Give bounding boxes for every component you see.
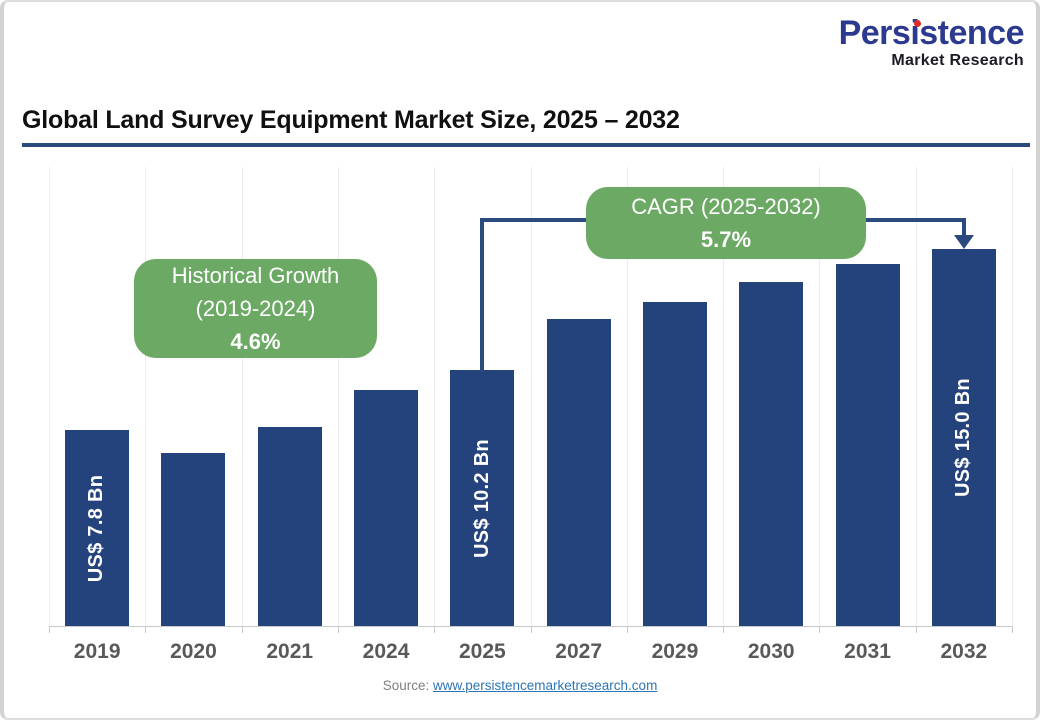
bar-2029 (642, 302, 707, 626)
axis-tick (819, 626, 821, 633)
x-axis-label-2029: 2029 (651, 640, 699, 663)
axis-tick (337, 626, 339, 633)
cagr-connector-vertical-2025 (480, 218, 484, 372)
bar-value-label-2032: US$ 15.0 Bn (932, 249, 996, 626)
source-line: Source: www.persistencemarketresearch.co… (4, 678, 1036, 693)
bar-chart: US$ 7.8 Bn 2019 2020 2021 2024 US$ 10.2 Bn 202… (4, 2, 1036, 718)
x-axis-label-2019: 2019 (73, 640, 121, 663)
gridline (626, 167, 628, 626)
historical-growth-value: 4.6% (230, 329, 281, 354)
title-underline (22, 143, 1030, 147)
bar-2024 (354, 390, 419, 626)
cagr-callout: CAGR (2025-2032) 5.7% (586, 187, 866, 259)
gridline (434, 167, 436, 626)
bar-2032: US$ 15.0 Bn (931, 249, 996, 626)
bar-2019: US$ 7.8 Bn (65, 430, 130, 626)
gridline (145, 167, 147, 626)
bar-2031 (835, 264, 900, 626)
bar-value-label-2019: US$ 7.8 Bn (65, 430, 129, 626)
gridline (915, 167, 917, 626)
cagr-value: 5.7% (700, 227, 752, 252)
arrow-down-icon (954, 235, 974, 249)
brand-logo: Persistence Market Research (838, 14, 1025, 69)
x-axis-label-2027: 2027 (555, 640, 602, 663)
axis-tick (1012, 626, 1013, 633)
axis-tick (241, 626, 243, 633)
cagr-label: CAGR (2025-2032) (631, 194, 821, 219)
brand-name: Persistence (838, 14, 1025, 52)
bar-2025: US$ 10.2 Bn (450, 370, 515, 626)
x-axis-label-2020: 2020 (170, 640, 217, 663)
bar-value-label-text: US$ 7.8 Bn (85, 474, 108, 582)
x-axis-label-2032: 2032 (940, 640, 988, 663)
brand-name-text: Persistence (838, 14, 1025, 52)
bar-value-label-text: US$ 15.0 Bn (952, 378, 975, 497)
bar-2020 (161, 453, 226, 626)
brand-tagline: Market Research (891, 52, 1024, 69)
gridline (49, 167, 50, 626)
historical-growth-period: (2019-2024) (195, 296, 316, 321)
bar-2021 (257, 427, 322, 626)
x-axis-label-2021: 2021 (266, 640, 314, 663)
gridline (337, 167, 339, 626)
x-axis-label-2031: 2031 (844, 640, 891, 663)
page-title: Global Land Survey Equipment Market Size… (22, 106, 680, 134)
source-prefix: Source: (382, 678, 430, 693)
bar-2030 (739, 282, 804, 626)
x-axis-line (49, 626, 1012, 627)
source-link[interactable]: www.persistencemarketresearch.com (432, 678, 658, 693)
axis-tick (145, 626, 147, 633)
gridline (1012, 167, 1013, 626)
bar-value-label-2025: US$ 10.2 Bn (450, 370, 514, 626)
gridline (723, 167, 725, 626)
historical-growth-callout: Historical Growth (2019-2024) 4.6% (134, 259, 377, 358)
gridline (241, 167, 243, 626)
axis-tick (626, 626, 628, 633)
x-axis-label-2024: 2024 (362, 640, 410, 663)
axis-tick (530, 626, 532, 633)
bar-value-label-text: US$ 10.2 Bn (470, 438, 493, 558)
axis-tick (49, 626, 50, 633)
bar-2027 (546, 319, 611, 626)
axis-tick (434, 626, 436, 633)
axis-tick (915, 626, 917, 633)
historical-growth-label: Historical Growth (171, 263, 340, 288)
gridline (819, 167, 821, 626)
x-axis-label-2030: 2030 (747, 640, 795, 663)
logo-red-dot-icon (913, 20, 921, 27)
cagr-connector-vertical-2032 (962, 218, 966, 238)
x-axis-label-2025: 2025 (458, 640, 506, 663)
gridline (530, 167, 532, 626)
axis-tick (723, 626, 725, 633)
